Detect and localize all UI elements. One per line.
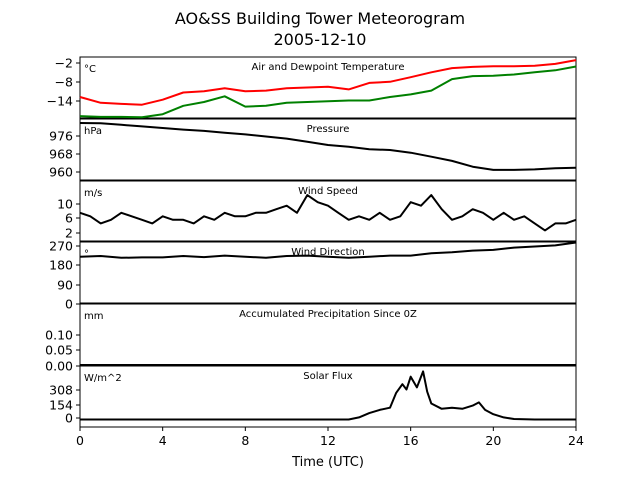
series-line-1	[79, 241, 577, 259]
panel-title: Accumulated Precipitation Since 0Z	[239, 309, 417, 320]
x-tick-label: 0	[76, 433, 84, 448]
y-tick-label: 270	[49, 239, 73, 254]
panel-frame	[79, 118, 577, 181]
y-tick-label: 2	[65, 226, 73, 241]
y-tick-label: −14	[47, 94, 73, 109]
panel-unit-label: hPa	[84, 126, 102, 137]
panel-unit-label: W/m^2	[84, 373, 122, 384]
series-line-2	[79, 65, 577, 119]
y-tick-label: 968	[49, 147, 73, 162]
panel-unit-label: mm	[84, 311, 103, 322]
panel-unit-label: m/s	[84, 188, 102, 199]
panel-frame	[79, 241, 577, 304]
y-tick-label: 0.10	[45, 328, 73, 343]
panel-title: Pressure	[307, 124, 350, 135]
panel-5: 0.100.050.00 mm Accumulated Precipitation …	[45, 303, 577, 374]
x-tick-label: 24	[568, 433, 584, 448]
series-line-1	[79, 122, 577, 171]
x-axis-label: Time (UTC)	[291, 455, 364, 470]
y-tick-label: 0.00	[45, 359, 73, 374]
x-axis: 0 4 8 12 16 20 24	[76, 427, 584, 448]
panel-unit-label: °	[84, 249, 89, 260]
panel-frame	[79, 56, 577, 119]
panel-unit-label: °C	[84, 64, 96, 75]
series-line-1	[80, 370, 576, 421]
y-tick-label: 976	[49, 129, 73, 144]
y-tick-label: 180	[49, 258, 73, 273]
y-tick-label: 0.05	[45, 343, 73, 358]
y-tick-label: 90	[57, 278, 73, 293]
series-line-1	[79, 59, 577, 106]
panel-title: Wind Direction	[291, 247, 365, 258]
panel-4: 270 180 90 0 ° Wind Direction	[49, 239, 577, 312]
y-tick-label: 308	[49, 383, 73, 398]
figure-subtitle: 2005-12-10	[274, 30, 367, 49]
y-tick-label: 10	[57, 197, 73, 212]
x-tick-label: 4	[159, 433, 167, 448]
panel-title: Air and Dewpoint Temperature	[252, 62, 405, 73]
y-tick-label: −8	[55, 75, 73, 90]
y-tick-label: 6	[65, 211, 73, 226]
panel-title: Solar Flux	[303, 371, 353, 382]
y-tick-label: −2	[55, 56, 73, 71]
panel-2: 976 968 960 hPa Pressure	[49, 118, 577, 181]
y-tick-label: 0	[65, 411, 73, 426]
x-tick-label: 8	[241, 433, 249, 448]
panel-1: −2 −8 −14 °C Air and Dewpoint Temperature	[47, 56, 577, 119]
panel-frame	[79, 180, 577, 242]
panel-title: Wind Speed	[298, 186, 358, 197]
y-tick-label: 154	[49, 398, 73, 413]
panels: −2 −8 −14 °C Air and Dewpoint Temperature 976…	[45, 56, 577, 428]
x-tick-label: 16	[403, 433, 419, 448]
y-tick-label: 0	[65, 297, 73, 312]
x-tick-label: 12	[320, 433, 336, 448]
x-tick-label: 20	[485, 433, 501, 448]
y-tick-label: 960	[49, 165, 73, 180]
series-line-1	[79, 194, 577, 232]
figure-title: AO&SS Building Tower Meteorogram	[175, 9, 465, 28]
